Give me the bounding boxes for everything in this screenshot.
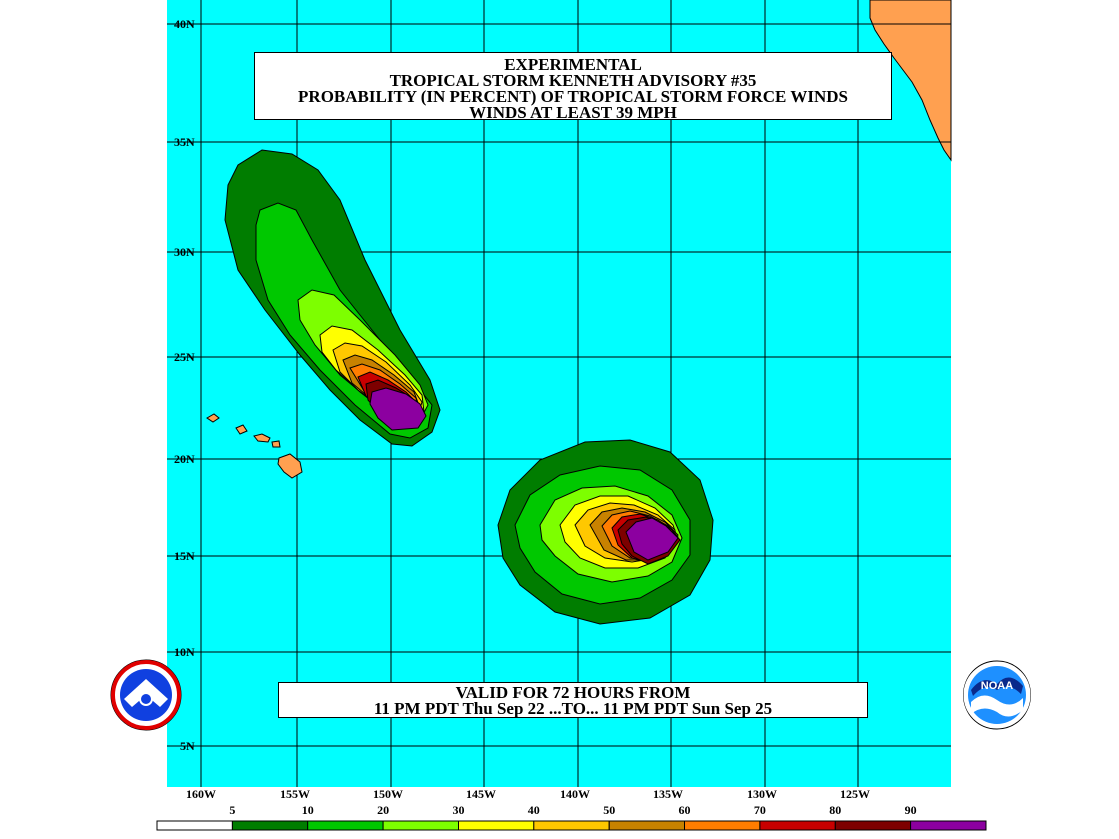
validity-line-2: 11 PM PDT Thu Sep 22 ...TO... 11 PM PDT …	[373, 699, 773, 718]
validity-box: VALID FOR 72 HOURS FROM 11 PM PDT Thu Se…	[278, 682, 868, 718]
title-line-4: WINDS AT LEAST 39 MPH	[469, 103, 677, 122]
lon-label: 140W	[560, 787, 590, 801]
lat-label: 30N	[174, 245, 195, 259]
lat-label: 10N	[174, 645, 195, 659]
legend-value-label: 70	[754, 803, 766, 817]
lat-label: 20N	[174, 452, 195, 466]
lat-label: 40N	[174, 17, 195, 31]
noaa-logo-text: NOAA	[981, 680, 1013, 692]
hawaiian-islands	[206, 413, 303, 479]
lat-label: 15N	[174, 549, 195, 563]
legend-value-label: 10	[302, 803, 314, 817]
title-line-2: TROPICAL STORM KENNETH ADVISORY #35	[389, 71, 757, 90]
legend-value-label: 90	[905, 803, 917, 817]
legend-swatch	[231, 820, 309, 831]
legend-swatch	[382, 820, 460, 831]
legend-swatch	[608, 820, 686, 831]
validity-line-1: VALID FOR 72 HOURS FROM	[455, 683, 691, 702]
lon-label: 145W	[466, 787, 496, 801]
north-america-landmass	[869, 0, 952, 162]
legend-swatch	[684, 820, 761, 831]
noaa-logo-icon: NOAA	[963, 660, 1031, 730]
legend-swatch	[834, 820, 912, 831]
longitude-labels: 160W 155W 150W 145W 140W 135W 130W 125W	[186, 787, 870, 801]
legend-value-label: 20	[377, 803, 389, 817]
legend-swatch	[759, 820, 836, 831]
legend-value-label: 5	[229, 803, 235, 817]
lat-label: 5N	[180, 739, 195, 753]
lon-label: 130W	[747, 787, 777, 801]
lon-label: 125W	[840, 787, 870, 801]
nws-logo-icon	[110, 659, 182, 731]
legend-swatch	[458, 820, 535, 831]
lon-label: 160W	[186, 787, 216, 801]
ocean	[167, 0, 951, 787]
title-line-1: EXPERIMENTAL	[504, 55, 642, 74]
lon-label: 150W	[373, 787, 403, 801]
lon-label: 155W	[280, 787, 310, 801]
legend-swatch	[307, 820, 384, 831]
legend-value-label: 50	[603, 803, 615, 817]
probability-legend: 5 10 20 30 40 50 60 70 80 90	[156, 803, 987, 831]
probability-swath-north	[224, 149, 441, 447]
legend-swatch	[533, 820, 610, 831]
title-box: EXPERIMENTAL TROPICAL STORM KENNETH ADVI…	[254, 52, 892, 122]
probability-swath-south	[497, 439, 714, 625]
legend-value-label: 40	[528, 803, 540, 817]
legend-value-label: 80	[829, 803, 841, 817]
lat-label: 35N	[174, 135, 195, 149]
lat-label: 25N	[174, 350, 195, 364]
title-line-3: PROBABILITY (IN PERCENT) OF TROPICAL STO…	[298, 87, 848, 106]
latitude-labels: 40N 35N 30N 25N 20N 15N 10N 5N	[174, 17, 195, 753]
legend-value-label: 60	[679, 803, 691, 817]
legend-swatch	[156, 820, 233, 831]
legend-swatch	[910, 820, 987, 831]
lon-label: 135W	[653, 787, 683, 801]
lat-lon-grid	[167, 0, 951, 787]
legend-value-label: 30	[453, 803, 465, 817]
